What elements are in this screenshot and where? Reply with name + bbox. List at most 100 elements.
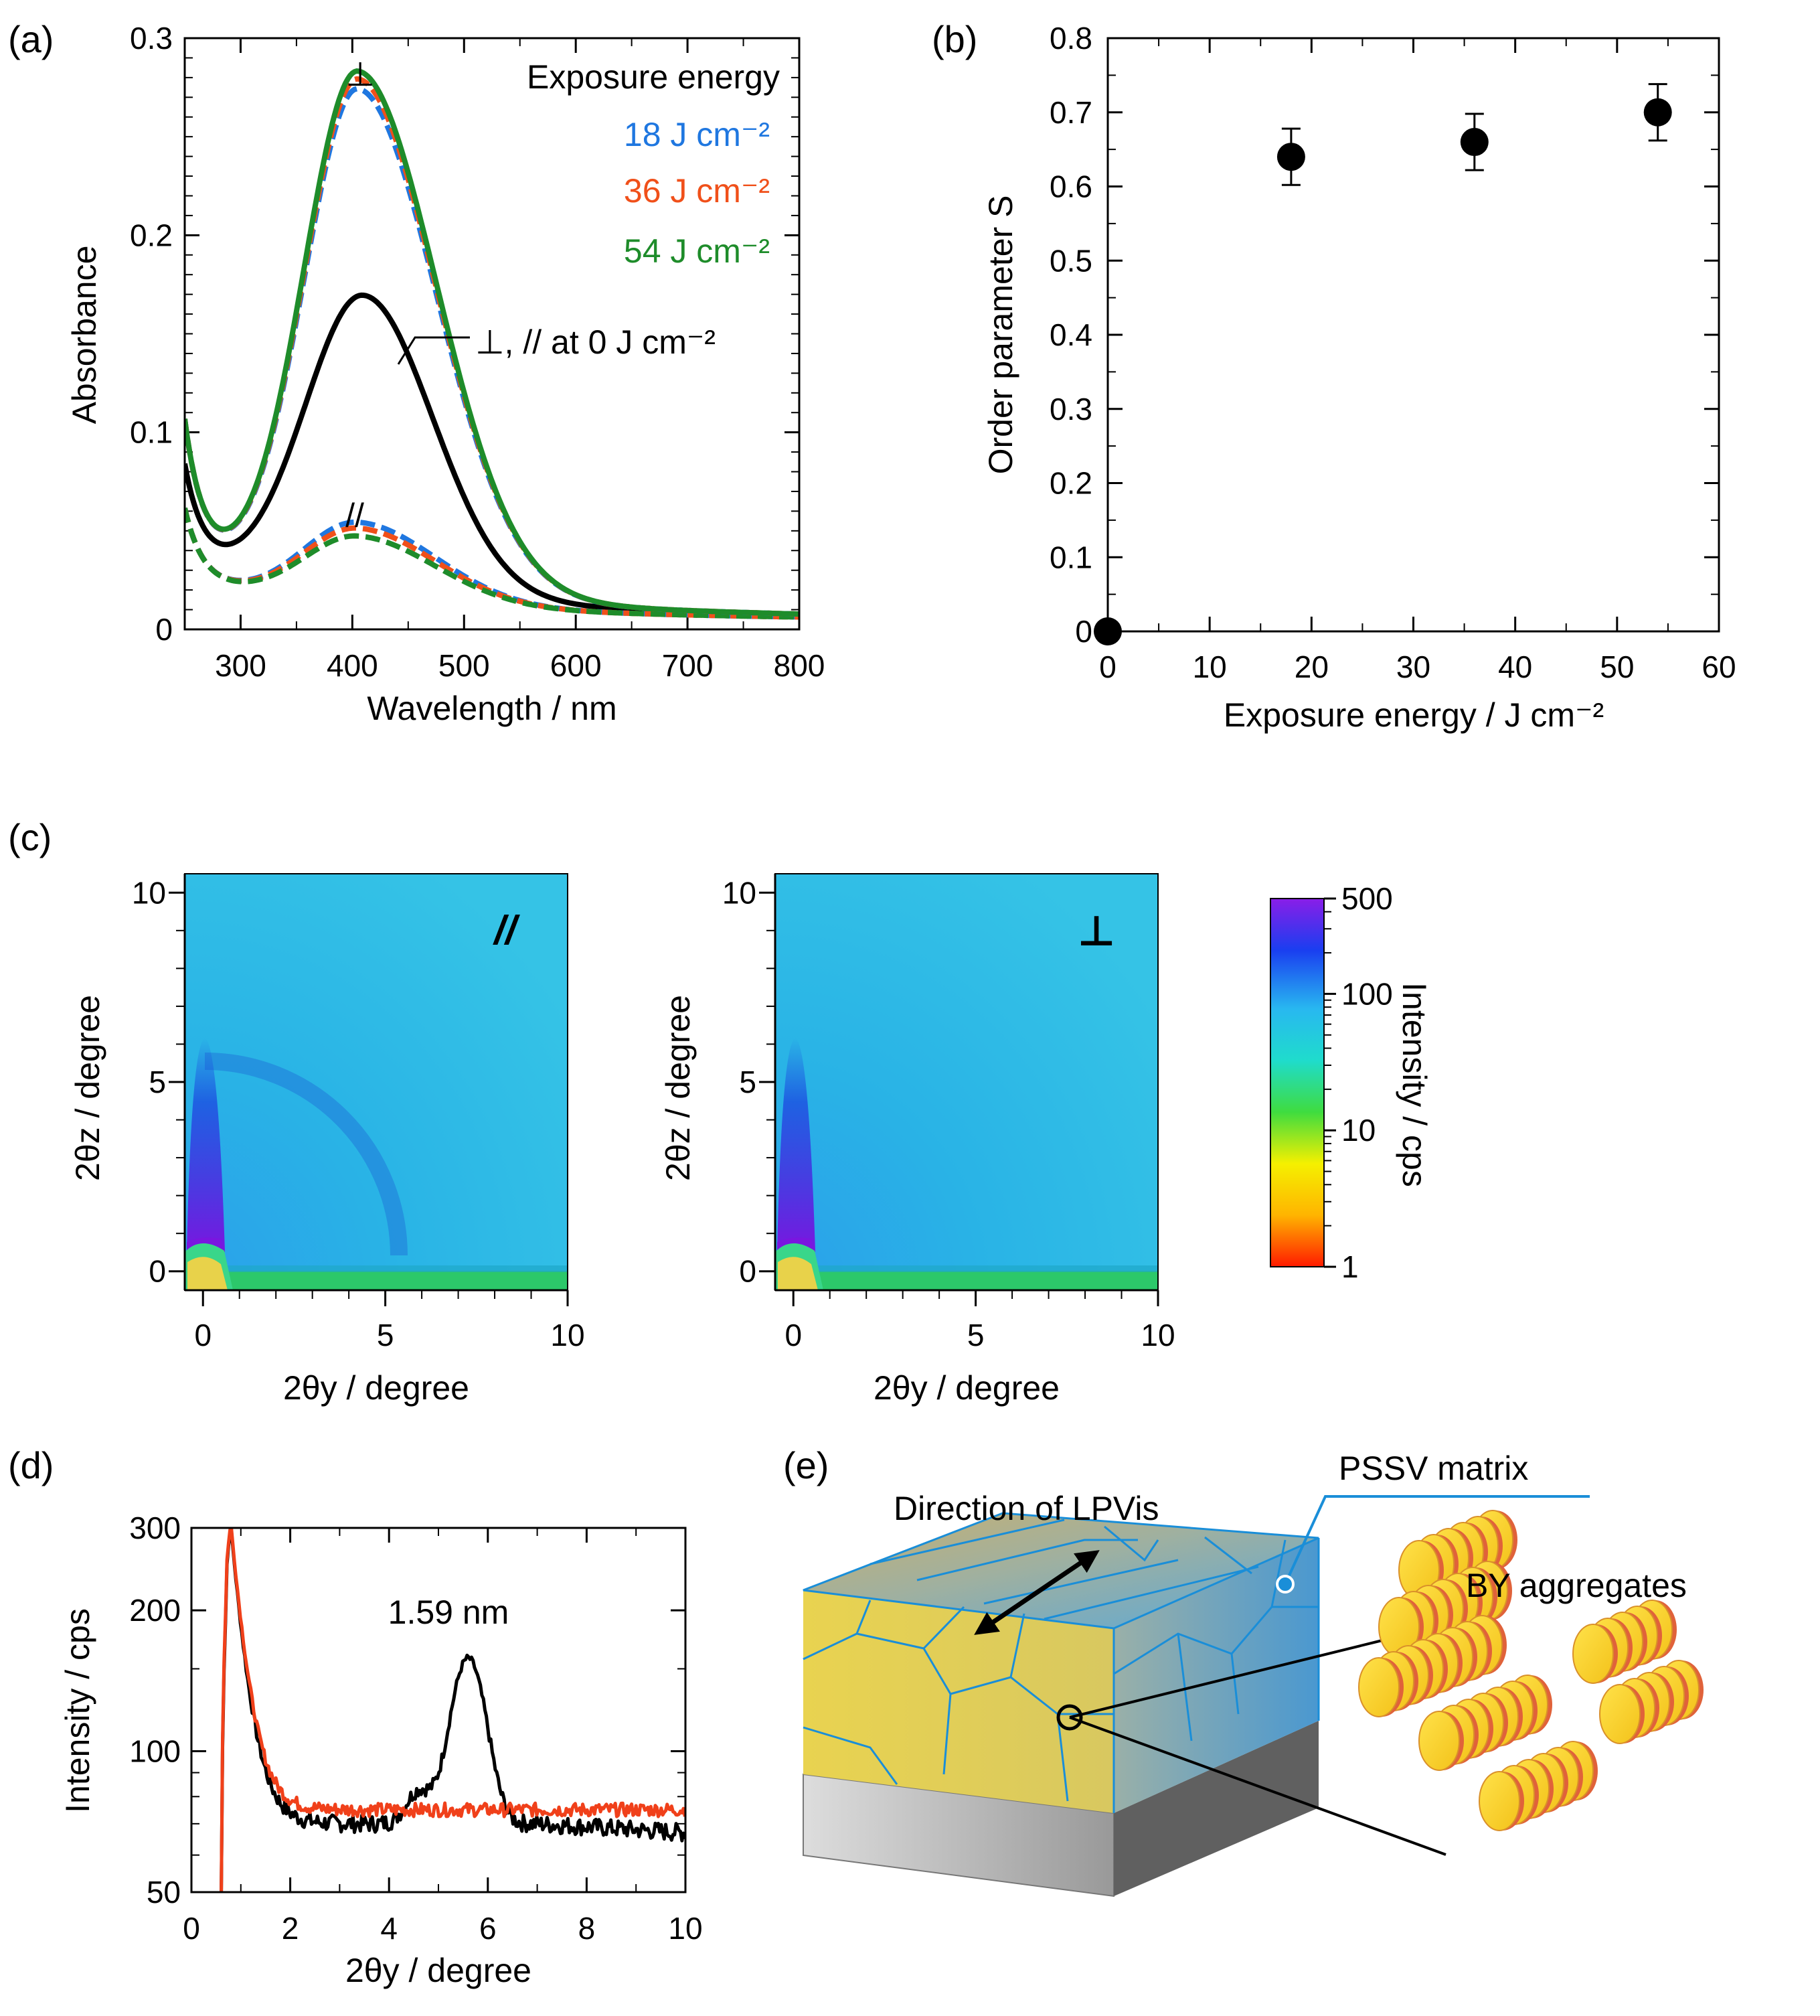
panel-c-x-tick-label: 10: [550, 1318, 584, 1352]
panel-b-y-tick-label: 0.7: [1050, 95, 1092, 130]
panel-b-data-point: [1094, 617, 1122, 645]
panel-b-x-title: Exposure energy / J cm⁻²: [1224, 696, 1604, 734]
panel-b-x-tick-label: 60: [1702, 649, 1736, 684]
panel-c-map2-x-title: 2θy / degree: [874, 1369, 1060, 1407]
panel-a-series-line: [185, 507, 799, 620]
panel-a-legend-18: 18 J cm⁻²: [624, 116, 770, 153]
panel-a-zero-label: ⊥, // at 0 J cm⁻²: [475, 323, 716, 361]
panel-c-y-tick-label: 10: [132, 875, 166, 910]
map-perp-background: [775, 874, 1158, 1290]
panel-c-y-tick-label: 0: [149, 1254, 166, 1289]
panel-d-y-title: Intensity / cps: [59, 1608, 96, 1813]
zoom-circle: [1056, 1704, 1083, 1731]
aggregate-disk: [1358, 1657, 1400, 1717]
panel-c-colorbar-tick-label: 10: [1341, 1113, 1376, 1148]
panel-b-x-tick-label: 20: [1295, 649, 1329, 684]
panel-c-x-tick-label: 5: [377, 1318, 394, 1352]
panel-c-y-tick-label: 0: [739, 1254, 756, 1289]
panel-b-y-tick-label: 0.4: [1050, 317, 1092, 352]
panel-b-y-title: Order parameter S: [982, 196, 1019, 475]
panel-b-x-tick-label: 10: [1193, 649, 1227, 684]
panel-c-colorbar-tick-label: 100: [1341, 976, 1393, 1011]
panel-c-y-tick-label: 5: [149, 1065, 166, 1099]
panel-d-x-tick-label: 2: [282, 1911, 299, 1946]
panel-d-y-tick-label: 100: [129, 1734, 181, 1769]
panel-e-schematic: Direction of LPVis PSSV matrix BY aggreg…: [803, 1450, 1704, 1897]
panel-c-x-tick-label: 5: [967, 1318, 985, 1352]
map-perp-label: ⊥: [1078, 909, 1116, 955]
aggregate-disk: [1418, 1711, 1460, 1771]
aggregate-disk: [1572, 1624, 1614, 1684]
panel-d-frame: [190, 1527, 687, 1893]
panel-c-x-tick-label: 0: [194, 1318, 212, 1352]
map-parallel-background: [185, 874, 568, 1290]
panel-a-legend-title: Exposure energy: [527, 58, 780, 96]
panel-letter-c: (c): [8, 816, 52, 858]
map-parallel-ring: [204, 1053, 408, 1256]
by-aggregates: [1358, 1510, 1704, 1831]
panel-d-series-line: [220, 1530, 685, 1892]
panel-d-series-line: [220, 1528, 685, 1892]
panel-a-frame: [183, 37, 801, 631]
panel-a-absorbance-chart: 300 400 500 600 700 800 0 0.1 0.2 0.3 Wavelength…: [66, 21, 825, 727]
panel-d-y-tick-label: 200: [129, 1593, 181, 1628]
panel-b-y-tick-label: 0.1: [1050, 540, 1092, 574]
zoom-line-top: [1069, 1639, 1383, 1719]
aggregate-disk: [1599, 1684, 1641, 1744]
panel-letter-b: (b): [932, 18, 977, 60]
pssv-leader-line: [1284, 1495, 1590, 1585]
panel-a-x-tick-label: 800: [774, 648, 825, 683]
panel-d-peak-label: 1.59 nm: [388, 1594, 509, 1631]
panel-a-y-tick-label: 0.1: [130, 415, 173, 450]
panel-b-x-tick-label: 30: [1396, 649, 1430, 684]
panel-c-map-perp: ⊥: [774, 873, 1159, 1291]
panel-a-perp-label: ⊥: [345, 56, 375, 93]
panel-d-line-profile-chart: 0 2 4 6 8 10 50 100 200 300 1.59 nm 2θy / degree…: [59, 1510, 703, 1989]
map-perp-beamstop: [778, 1257, 818, 1290]
panel-c-y-tick-label: 5: [739, 1065, 756, 1099]
label-direction-lpvis: Direction of LPVis: [894, 1490, 1159, 1527]
panel-c-map2-y-title: 2θz / degree: [659, 995, 697, 1181]
panel-c-map1-y-title: 2θz / degree: [69, 995, 106, 1181]
panel-d-x-tick-label: 0: [183, 1911, 200, 1946]
panel-a-x-tick-label: 700: [662, 648, 714, 683]
panel-c-colorbar: [1270, 898, 1325, 1267]
panel-letter-a: (a): [8, 18, 54, 60]
panel-c-x-tick-label: 10: [1141, 1318, 1175, 1352]
panel-d-x-tick-label: 6: [479, 1911, 497, 1946]
panel-d-x-tick-label: 10: [668, 1911, 702, 1946]
panel-c-x-tick-label: 0: [784, 1318, 802, 1352]
panel-a-legend-54: 54 J cm⁻²: [624, 232, 770, 270]
panel-b-data-point: [1460, 128, 1489, 157]
film-front-face: [803, 1590, 1114, 1813]
panel-a-series-line: [185, 507, 799, 620]
panel-c-colorbar-title: Intensity / cps: [1396, 982, 1433, 1187]
panel-b-x-tick-label: 40: [1498, 649, 1532, 684]
pssv-marker: [1276, 1575, 1295, 1594]
label-by-aggregates: BY aggregates: [1466, 1567, 1687, 1604]
panel-b-y-tick-label: 0: [1075, 614, 1092, 649]
map-parallel-horizon: [185, 1271, 568, 1290]
zoom-line-bottom: [1069, 1716, 1446, 1856]
panel-c-map-parallel: //: [184, 873, 568, 1291]
panel-c-map1-x-title: 2θy / degree: [283, 1369, 469, 1407]
panel-a-x-title: Wavelength / nm: [367, 690, 616, 727]
panel-b-data-point: [1643, 98, 1672, 127]
map-parallel-label: //: [492, 908, 520, 953]
panel-b-data-point: [1276, 143, 1305, 171]
panel-a-x-tick-label: 600: [550, 648, 602, 683]
panel-a-y-title: Absorbance: [66, 246, 103, 424]
panel-a-x-tick-label: 400: [327, 648, 378, 683]
panel-a-y-tick-label: 0.2: [130, 218, 173, 252]
panel-d-x-tick-label: 4: [380, 1911, 398, 1946]
aggregate-disk: [1479, 1771, 1520, 1831]
panel-letter-e: (e): [783, 1444, 829, 1486]
panel-c-colorbar-tick-label: 1: [1341, 1249, 1359, 1284]
panel-a-parallel-label: //: [345, 497, 364, 534]
panel-b-x-tick-label: 50: [1600, 649, 1634, 684]
substrate-side: [1114, 1721, 1319, 1896]
panel-b-y-tick-label: 0.8: [1050, 21, 1092, 56]
panel-b-y-tick-label: 0.2: [1050, 466, 1092, 501]
